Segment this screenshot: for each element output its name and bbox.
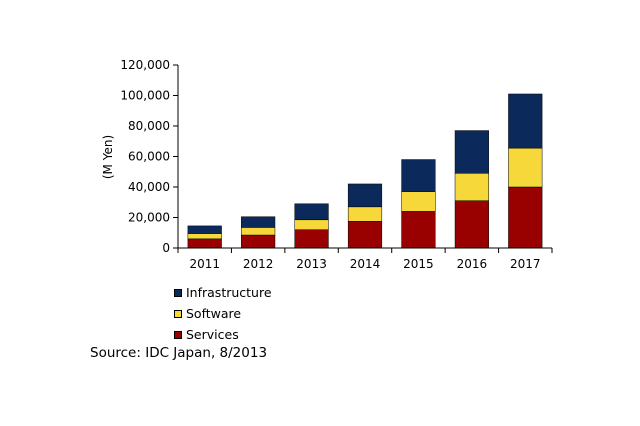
bar-services-2015 — [401, 211, 436, 249]
legend-item-infrastructure: Infrastructure — [174, 282, 272, 303]
y-tick-label: 40,000 — [128, 180, 170, 194]
legend-swatch-services — [174, 330, 182, 339]
y-tick-label: 100,000 — [120, 89, 170, 103]
legend-item-software: Software — [174, 303, 272, 324]
y-axis-ticks: 0 20,000 40,000 60,000 80,000 100,000 120,000 — [120, 58, 178, 255]
bar-infrastructure-2014 — [347, 183, 383, 208]
y-tick-label: 60,000 — [128, 150, 170, 164]
x-tick-label: 2014 — [350, 257, 381, 271]
legend-label-software: Software — [186, 306, 242, 321]
bar-services-2017 — [508, 186, 543, 249]
y-tick-label: 80,000 — [128, 119, 170, 133]
legend-label-services: Services — [186, 327, 239, 342]
bar-software-2017 — [508, 147, 543, 188]
bar-services-2013 — [294, 229, 329, 249]
y-tick-label: 20,000 — [128, 211, 170, 225]
bar-infrastructure-2015 — [401, 159, 436, 192]
bar-infrastructure-2017 — [508, 93, 543, 149]
legend-swatch-software — [174, 309, 182, 318]
x-tick-label: 2016 — [457, 257, 488, 271]
x-axis-ticks: 2011 2012 2013 2014 2015 2016 2017 — [177, 248, 553, 271]
x-tick-label: 2013 — [296, 257, 327, 271]
y-axis-label: (M Yen) — [101, 135, 115, 179]
bar-infrastructure-2012 — [241, 216, 276, 228]
legend-item-services: Services — [174, 324, 272, 345]
bar-infrastructure-2013 — [294, 203, 329, 221]
bar-software-2014 — [347, 206, 383, 222]
bar-software-2012 — [241, 227, 276, 236]
x-tick-label: 2015 — [403, 257, 434, 271]
bars — [187, 93, 543, 249]
x-tick-label: 2017 — [510, 257, 541, 271]
legend-swatch-infrastructure — [174, 288, 182, 297]
bar-software-2015 — [401, 191, 436, 212]
bar-services-2014 — [347, 221, 383, 249]
axes — [177, 65, 552, 249]
x-tick-label: 2012 — [243, 257, 274, 271]
legend: Infrastructure Software Services — [174, 282, 272, 345]
bar-software-2016 — [454, 173, 489, 201]
bar-services-2011 — [187, 238, 222, 249]
y-tick-label: 0 — [162, 241, 170, 255]
bar-services-2012 — [241, 234, 276, 249]
legend-label-infrastructure: Infrastructure — [186, 285, 272, 300]
bar-infrastructure-2011 — [187, 225, 222, 234]
bar-software-2013 — [294, 219, 329, 230]
y-tick-label: 120,000 — [120, 58, 170, 72]
bar-software-2011 — [187, 233, 222, 240]
x-tick-label: 2011 — [189, 257, 220, 271]
bar-services-2016 — [454, 200, 489, 249]
source-note: Source: IDC Japan, 8/2013 — [90, 345, 268, 361]
bar-infrastructure-2016 — [454, 130, 489, 174]
